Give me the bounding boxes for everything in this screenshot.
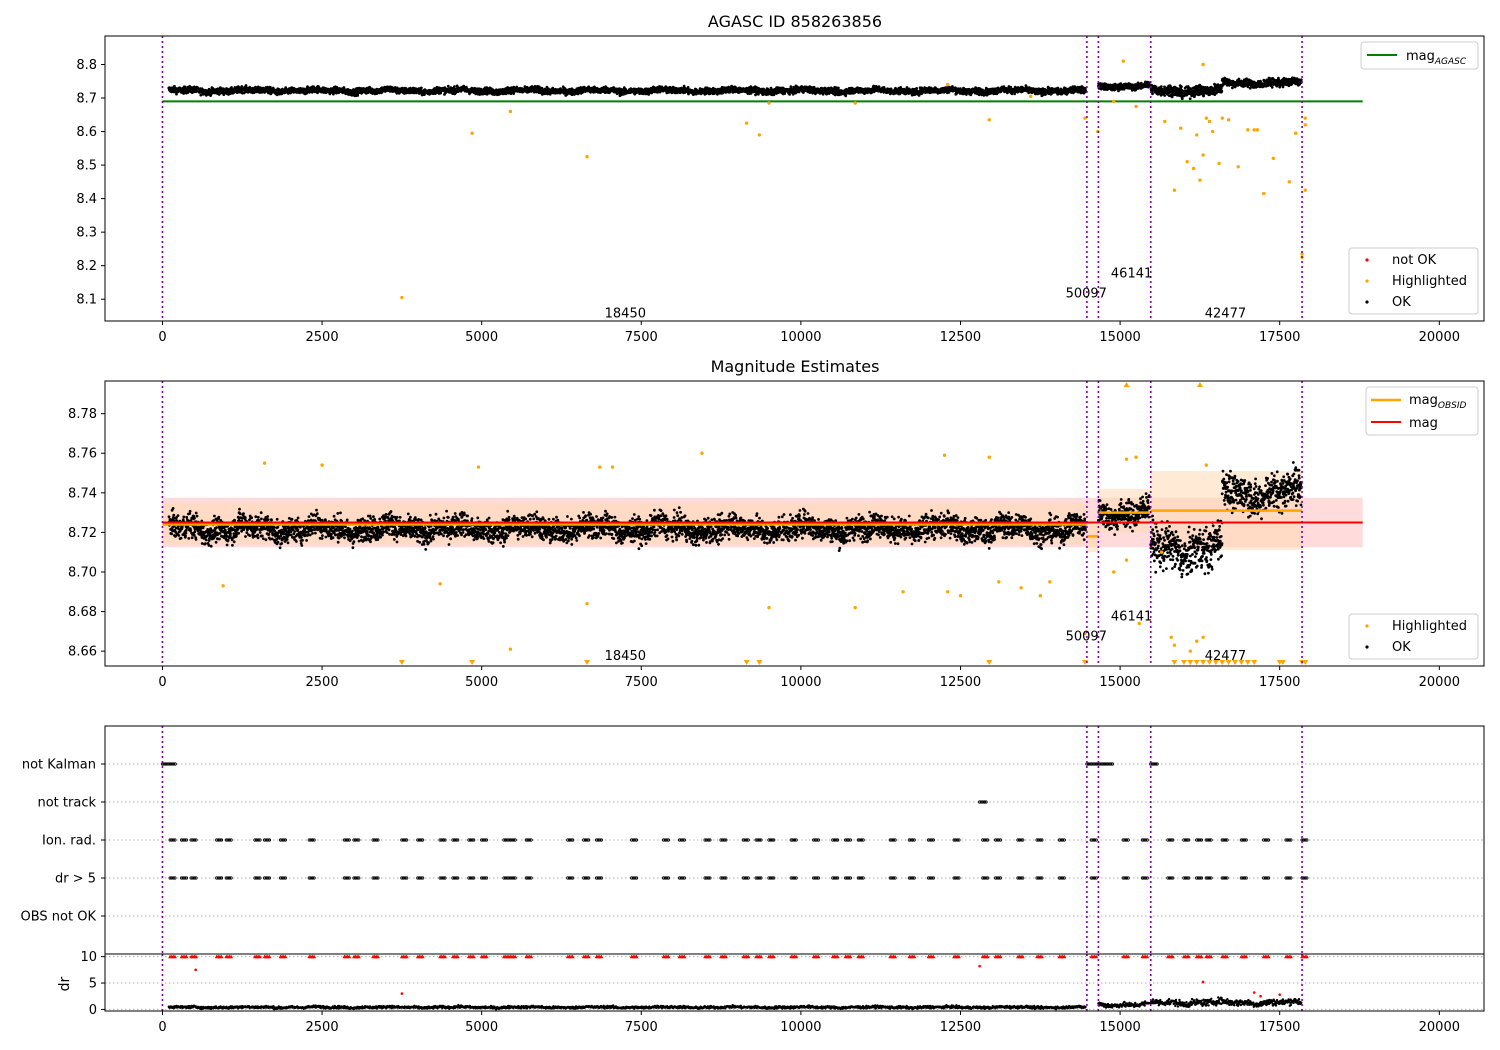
ok-point	[789, 85, 793, 88]
ok-point	[183, 85, 187, 89]
ok-point	[240, 85, 244, 88]
ok-point	[729, 90, 732, 94]
ok-point	[259, 86, 262, 89]
panel-1-title: AGASC ID 858263856	[708, 12, 882, 31]
ok-point	[686, 86, 690, 89]
ok-point	[1002, 85, 1006, 88]
panel-agasc: AGASC ID 858263856 18450500974614142477 …	[76, 12, 1485, 345]
ok-point	[230, 86, 233, 89]
ok-point	[342, 86, 346, 89]
ok-point	[915, 87, 918, 90]
ok-point	[244, 84, 248, 87]
ok-point	[419, 86, 423, 90]
ok-point	[446, 84, 450, 88]
ok-point	[844, 94, 848, 98]
ok-point	[175, 92, 178, 96]
ok-point	[182, 92, 186, 95]
ok-point	[453, 85, 456, 88]
ok-point	[788, 93, 791, 96]
ok-point	[1010, 92, 1014, 96]
ok-point	[368, 85, 371, 89]
ok-point	[306, 85, 309, 88]
